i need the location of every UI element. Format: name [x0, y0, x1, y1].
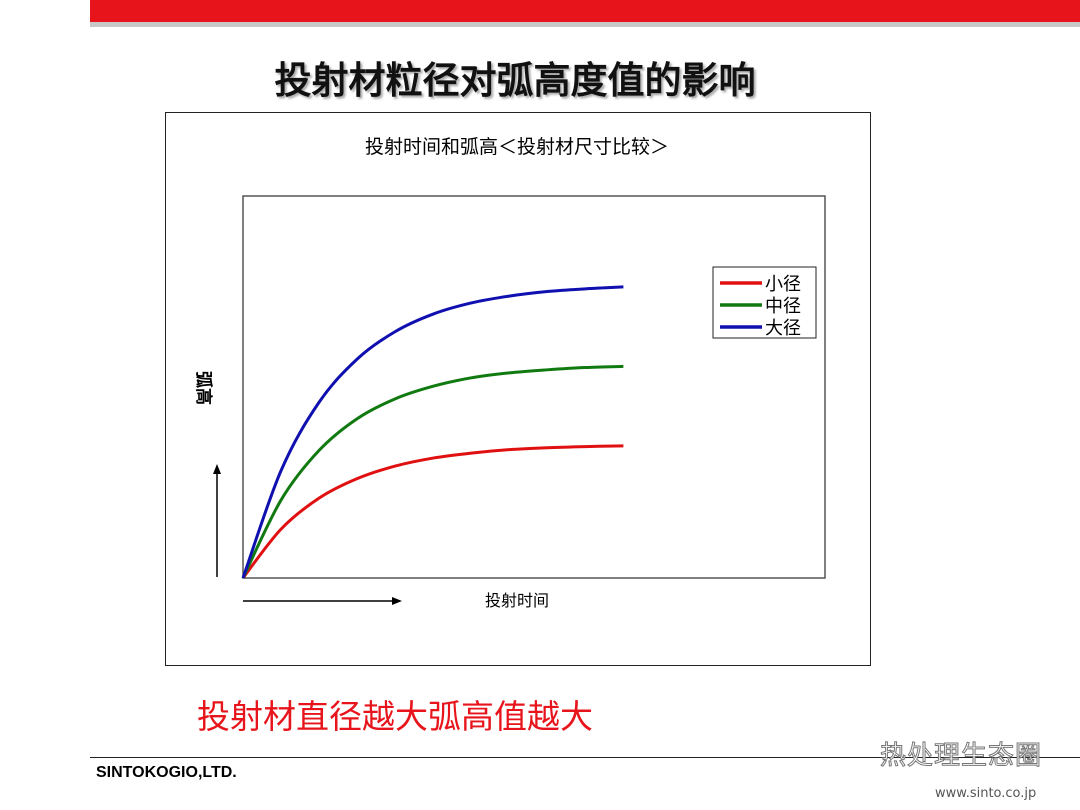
watermark: 热处理生态圈: [879, 741, 1043, 772]
y-arrow-head: [213, 464, 221, 474]
slide-title: 投射材粒径对弧高度值的影响: [274, 59, 756, 102]
x-arrow-head: [392, 597, 402, 605]
series-line-3: [241, 285, 624, 579]
chart-title: 投射时间和弧高＜投射材尺寸比较＞: [365, 136, 669, 158]
y-axis-label: 弧高: [193, 371, 214, 405]
chart-frame: [165, 112, 871, 666]
company-name: SINTOKOGIO,LTD.: [96, 764, 237, 781]
conclusion-text: 投射材直径越大弧高值越大: [197, 697, 593, 736]
legend-label-1: 小径: [765, 274, 801, 295]
company-url: www.sinto.co.jp: [935, 786, 1037, 801]
x-axis-label: 投射时间: [485, 591, 549, 610]
series-line-2: [241, 364, 624, 579]
legend-label-2: 中径: [765, 296, 801, 317]
plot-area: [242, 195, 826, 579]
series-line-1: [241, 444, 624, 579]
top-red-bar: [90, 0, 1080, 22]
top-grey-line: [90, 22, 1080, 27]
legend-label-3: 大径: [765, 318, 801, 339]
footer-line: [90, 757, 1080, 758]
